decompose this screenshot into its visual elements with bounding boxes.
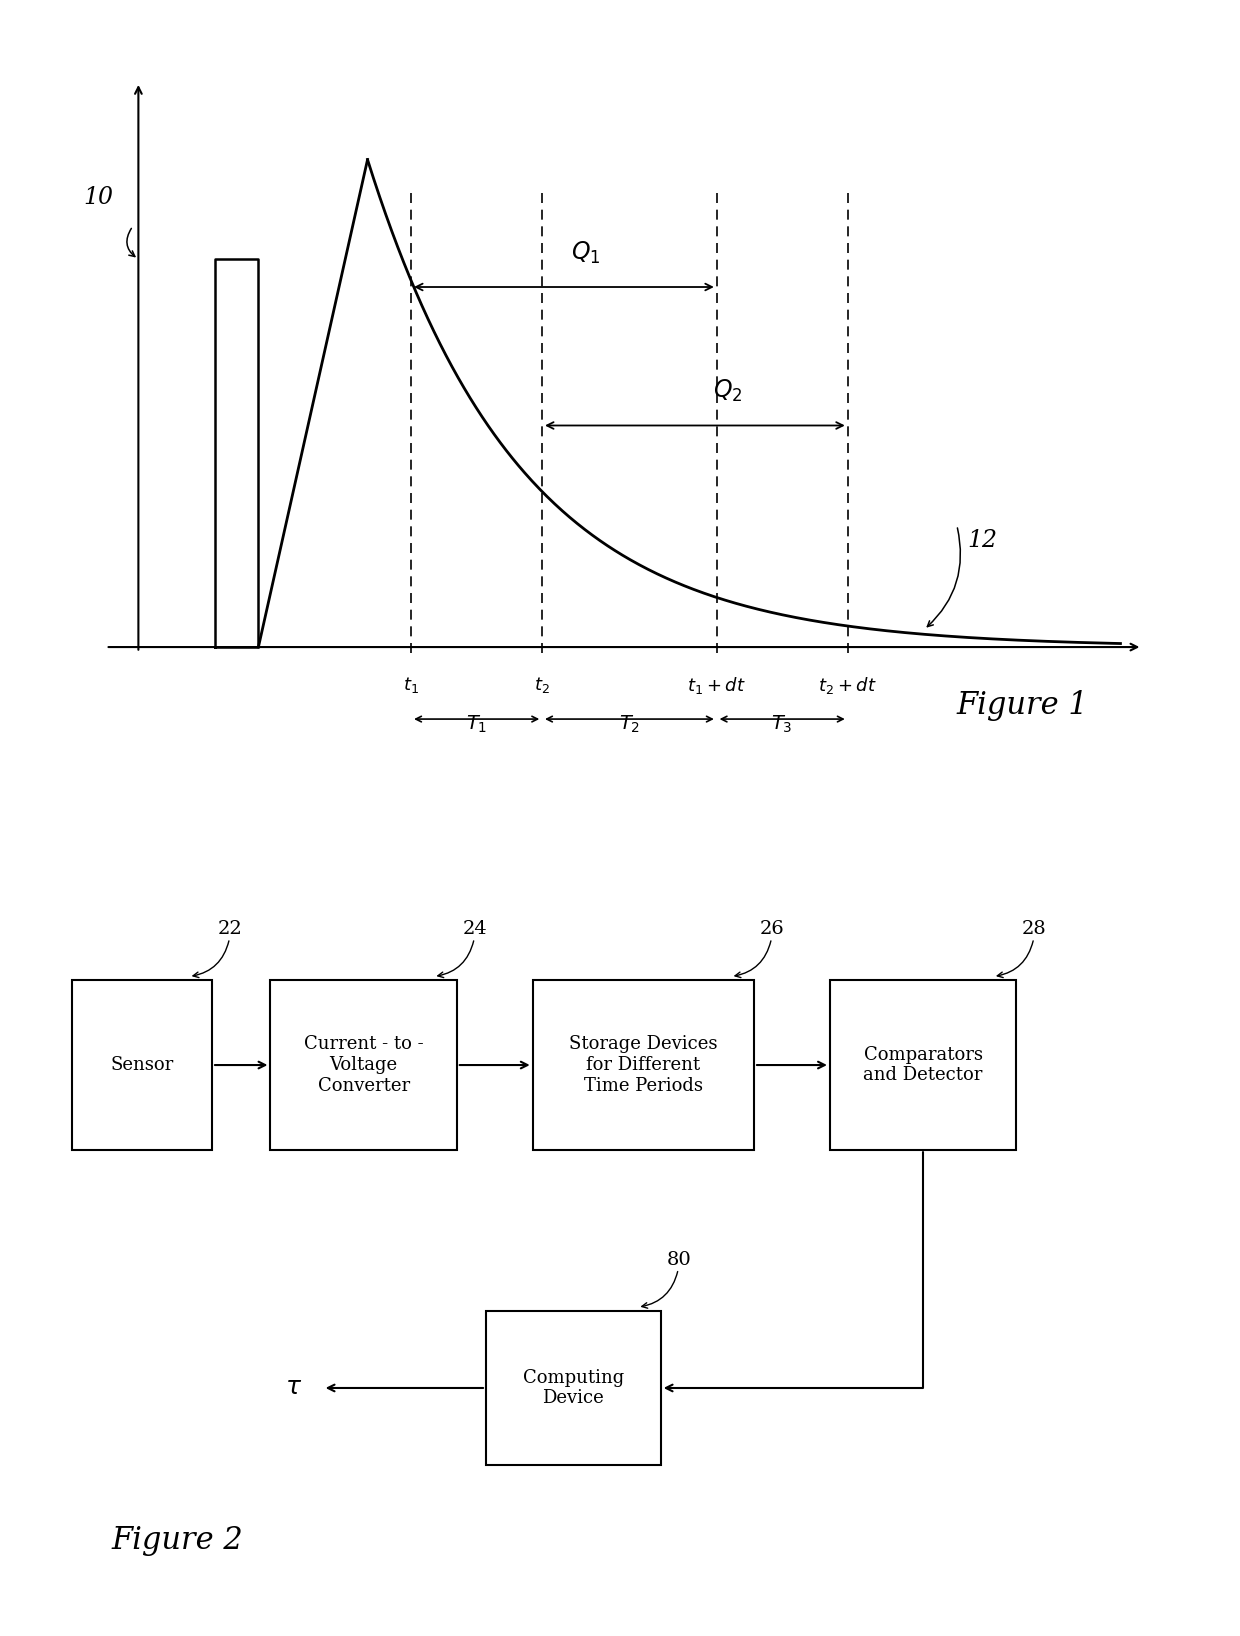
Text: $Q_2$: $Q_2$ (713, 378, 743, 404)
Text: Figure 2: Figure 2 (112, 1525, 243, 1556)
Text: $T_2$: $T_2$ (619, 713, 640, 735)
Text: 22: 22 (218, 921, 243, 939)
Text: 10: 10 (84, 187, 114, 209)
FancyBboxPatch shape (830, 980, 1017, 1150)
Text: $t_1$: $t_1$ (403, 674, 419, 695)
Text: Storage Devices
for Different
Time Periods: Storage Devices for Different Time Perio… (569, 1036, 718, 1094)
Text: 24: 24 (463, 921, 487, 939)
Text: $Q_1$: $Q_1$ (572, 239, 600, 265)
FancyBboxPatch shape (270, 980, 456, 1150)
Text: $t_2$: $t_2$ (534, 674, 551, 695)
Text: Comparators
and Detector: Comparators and Detector (863, 1045, 983, 1085)
Text: Computing
Device: Computing Device (523, 1369, 624, 1407)
Text: Figure 1: Figure 1 (956, 689, 1089, 720)
Text: Current - to -
Voltage
Converter: Current - to - Voltage Converter (304, 1036, 423, 1094)
Text: 80: 80 (667, 1252, 692, 1270)
Text: 28: 28 (1022, 921, 1047, 939)
Text: 12: 12 (967, 530, 998, 553)
FancyBboxPatch shape (72, 980, 212, 1150)
Text: $\tau$: $\tau$ (285, 1376, 303, 1399)
Text: Sensor: Sensor (110, 1055, 174, 1075)
Text: $T_1$: $T_1$ (466, 713, 487, 735)
FancyBboxPatch shape (486, 1310, 661, 1464)
Text: $t_2+dt$: $t_2+dt$ (818, 674, 877, 695)
Text: $T_3$: $T_3$ (771, 713, 792, 735)
Text: $t_1+dt$: $t_1+dt$ (687, 674, 746, 695)
Text: 26: 26 (760, 921, 785, 939)
FancyBboxPatch shape (533, 980, 754, 1150)
